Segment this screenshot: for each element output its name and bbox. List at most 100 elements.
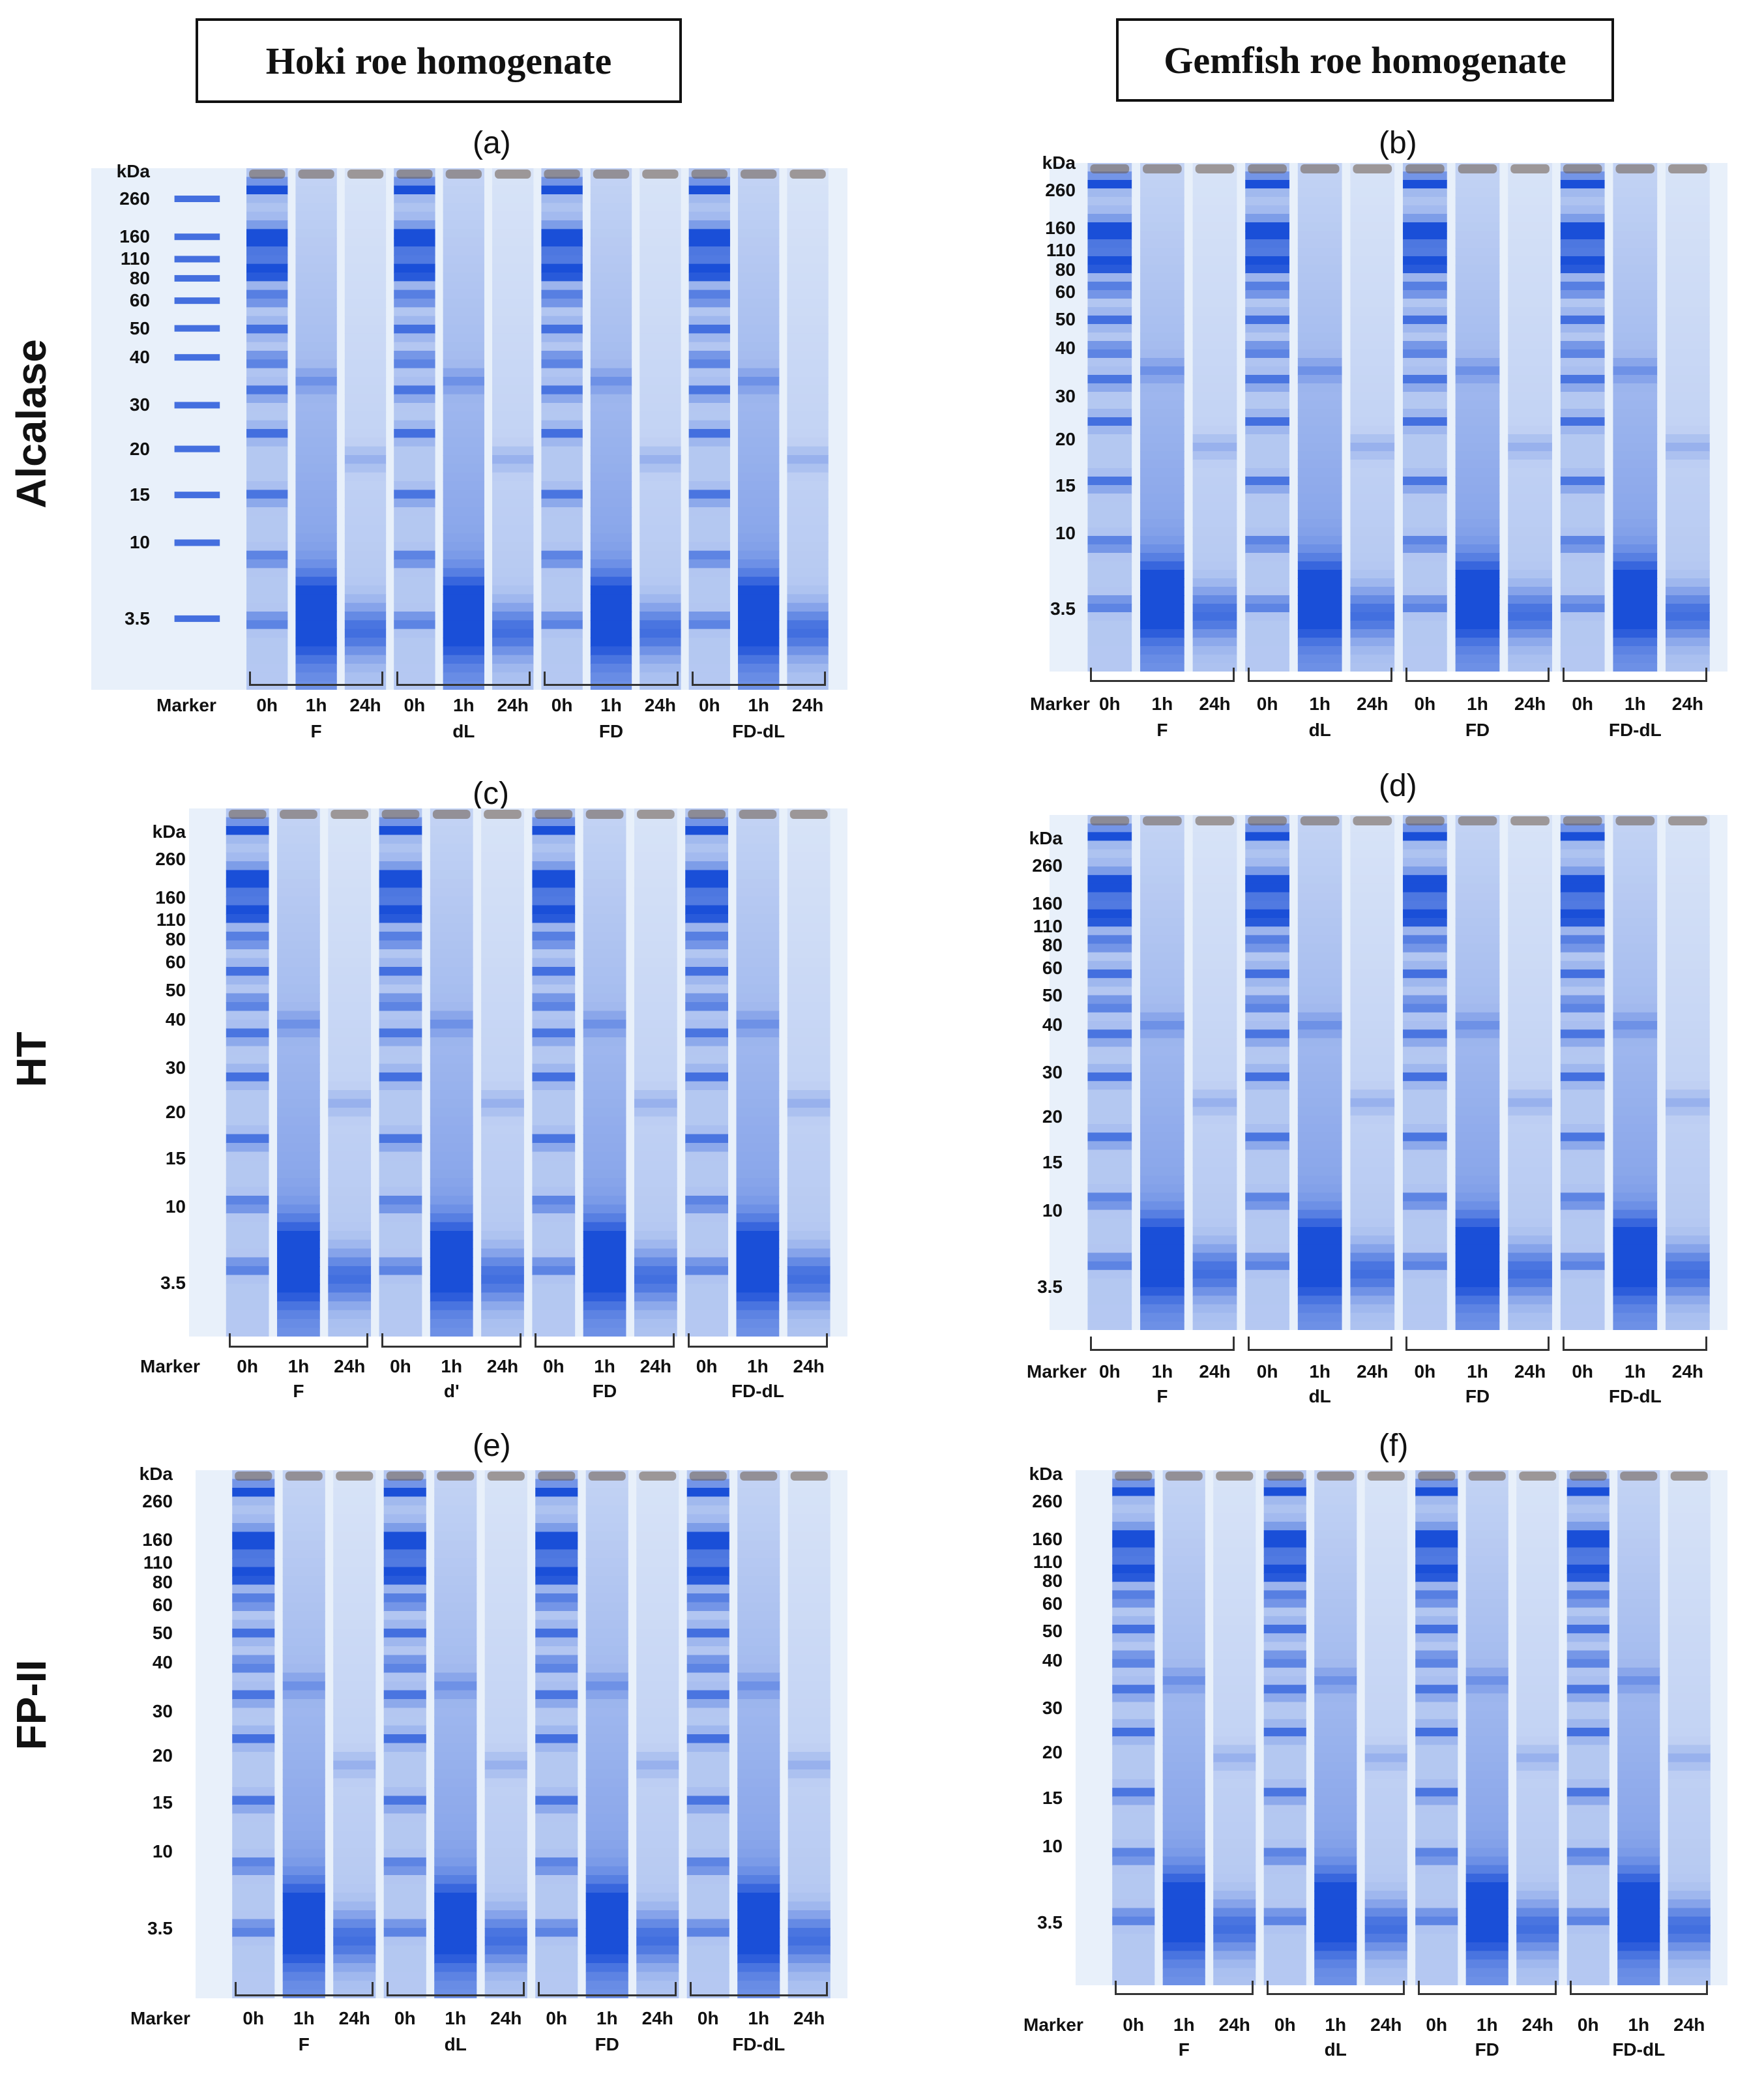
lane-segment <box>1112 1685 1155 1694</box>
lane-segment <box>1617 1676 1660 1686</box>
lane-segment <box>1350 595 1395 604</box>
lane-label: 24h <box>1370 2015 1402 2035</box>
lane-segment <box>1314 1479 1357 1488</box>
lane-segment <box>328 949 372 959</box>
lane-segment <box>1350 1063 1395 1073</box>
lane-segment <box>787 638 829 647</box>
lane-segment <box>685 870 728 880</box>
lane-segment <box>1668 1496 1711 1505</box>
lane-segment <box>226 1301 269 1311</box>
lane-segment <box>685 1116 728 1126</box>
lane-segment <box>282 1769 325 1779</box>
mw-tick-label: 160 <box>142 1530 173 1550</box>
lane-segment <box>492 194 534 204</box>
lane-segment <box>585 1549 628 1559</box>
lane-label: 0h <box>404 695 426 715</box>
lane-segment <box>1087 358 1132 367</box>
lane-segment <box>1297 349 1342 359</box>
lane-segment <box>1087 307 1132 316</box>
lane-segment <box>1668 1513 1711 1522</box>
lane-segment <box>1112 1616 1155 1625</box>
marker-label: Marker <box>1030 694 1090 714</box>
lane-segment <box>1350 460 1395 469</box>
lane-segment <box>1666 316 1710 325</box>
lane-label: 24h <box>497 695 529 715</box>
lane-segment <box>1508 1038 1552 1048</box>
lane-segment <box>685 879 728 889</box>
lane-segment <box>1245 1158 1289 1168</box>
lane-segment <box>394 211 435 221</box>
gel-well <box>1569 1471 1607 1481</box>
lane-segment <box>295 429 337 439</box>
lane-segment <box>1403 1003 1447 1013</box>
lane-segment <box>1314 1813 1357 1823</box>
lane-segment <box>787 629 829 638</box>
lane-segment <box>246 307 288 317</box>
lane-segment <box>541 316 583 325</box>
lane-segment <box>1566 1976 1610 1985</box>
lane-segment <box>736 826 780 836</box>
lane-segment <box>492 559 534 569</box>
group-label: dL <box>1308 1386 1331 1406</box>
lane-segment <box>1192 324 1237 333</box>
lane-segment <box>1364 1676 1407 1686</box>
lane-segment <box>1087 544 1132 554</box>
lane-segment <box>492 585 534 595</box>
lane-segment <box>1297 426 1342 435</box>
lane-segment <box>1508 299 1552 308</box>
lane-segment <box>1140 536 1184 545</box>
lane-segment <box>686 1514 729 1524</box>
lane-segment <box>1297 188 1342 198</box>
lane-segment <box>1403 909 1447 919</box>
lane-segment <box>736 852 780 862</box>
lane-label: 1h <box>1476 2015 1498 2035</box>
lane-segment <box>590 472 632 482</box>
lane-segment <box>333 1743 376 1752</box>
group-bracket <box>1266 1981 1405 1995</box>
lane-segment <box>688 420 730 430</box>
lane-segment <box>282 1857 325 1867</box>
lane-segment <box>590 281 632 291</box>
lane-segment <box>434 1655 477 1664</box>
lane-segment <box>232 1840 275 1850</box>
lane-segment <box>246 664 288 673</box>
lane-segment <box>639 664 681 673</box>
lane-segment <box>394 255 435 265</box>
lane-segment <box>226 1028 269 1038</box>
lane-segment <box>383 1928 426 1938</box>
group-label: FD-dL <box>1608 720 1662 740</box>
lane-segment <box>295 342 337 351</box>
lane-segment <box>1192 646 1237 655</box>
lane-segment <box>1140 918 1184 928</box>
lane-segment <box>1245 655 1289 664</box>
lane-segment <box>1245 1012 1289 1022</box>
lane-segment <box>1465 1848 1508 1857</box>
lane-segment <box>1297 918 1342 928</box>
lane-segment <box>232 1954 275 1964</box>
lane-segment <box>246 620 288 630</box>
lane-segment <box>532 1143 576 1153</box>
lane-segment <box>1566 1856 1610 1866</box>
lane-segment <box>1263 1796 1306 1806</box>
lane-segment <box>1350 1235 1395 1245</box>
lane-segment <box>1245 265 1289 274</box>
lane-segment <box>383 1681 426 1691</box>
lane-segment <box>1666 840 1710 850</box>
lane-segment <box>1508 1003 1552 1013</box>
lane-segment <box>1364 1590 1407 1600</box>
lane-segment <box>1364 1968 1407 1977</box>
lane-segment <box>1455 434 1500 443</box>
marker-label: Marker <box>140 1356 200 1376</box>
lane-segment <box>232 1637 275 1647</box>
lane-segment <box>1263 1882 1306 1892</box>
lane-segment <box>246 490 288 499</box>
lane-segment <box>1613 1106 1658 1116</box>
lane-segment <box>295 481 337 491</box>
lane-segment <box>1560 926 1605 936</box>
lane-segment <box>1560 1176 1605 1185</box>
lane-segment <box>1087 375 1132 384</box>
lane-segment <box>1403 1287 1447 1297</box>
lane-segment <box>277 1257 320 1267</box>
lane-segment <box>394 533 435 543</box>
lane-segment <box>344 672 387 682</box>
